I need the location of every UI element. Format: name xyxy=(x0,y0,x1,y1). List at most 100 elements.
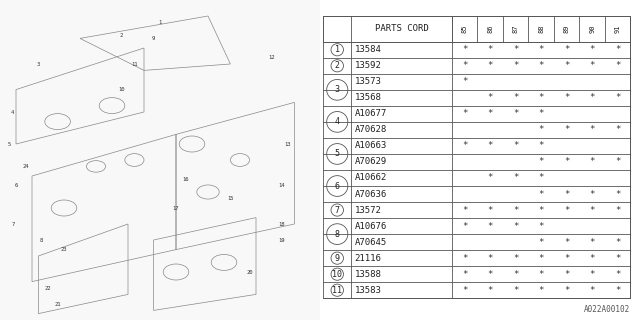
Text: *: * xyxy=(513,141,518,150)
Text: 5: 5 xyxy=(8,141,12,147)
Text: *: * xyxy=(538,61,544,70)
Text: *: * xyxy=(615,157,620,166)
Text: *: * xyxy=(538,286,544,295)
Text: *: * xyxy=(487,45,493,54)
Text: *: * xyxy=(538,141,544,150)
Text: *: * xyxy=(513,93,518,102)
Text: *: * xyxy=(564,61,570,70)
Text: 11: 11 xyxy=(131,61,138,67)
Text: *: * xyxy=(462,286,467,295)
Text: *: * xyxy=(487,254,493,263)
Text: 21: 21 xyxy=(54,301,61,307)
Text: *: * xyxy=(462,109,467,118)
Text: 7: 7 xyxy=(335,205,340,215)
Text: 85: 85 xyxy=(461,24,467,33)
Text: 17: 17 xyxy=(173,205,179,211)
Text: PARTS CORD: PARTS CORD xyxy=(374,24,428,33)
Text: 15: 15 xyxy=(227,196,234,201)
Text: A70645: A70645 xyxy=(355,238,387,247)
Text: *: * xyxy=(487,173,493,182)
Text: 13573: 13573 xyxy=(355,77,381,86)
Text: *: * xyxy=(513,45,518,54)
Text: *: * xyxy=(513,221,518,231)
Text: 88: 88 xyxy=(538,24,544,33)
Text: *: * xyxy=(589,254,595,263)
Text: 90: 90 xyxy=(589,24,595,33)
Text: *: * xyxy=(615,125,620,134)
Text: *: * xyxy=(589,189,595,198)
Text: 6: 6 xyxy=(14,183,18,188)
Text: 11: 11 xyxy=(332,286,342,295)
Text: 91: 91 xyxy=(614,24,621,33)
Text: A70636: A70636 xyxy=(355,189,387,198)
Text: A10677: A10677 xyxy=(355,109,387,118)
Text: *: * xyxy=(615,286,620,295)
Text: *: * xyxy=(615,61,620,70)
Text: *: * xyxy=(564,93,570,102)
Text: *: * xyxy=(615,205,620,215)
Text: 13584: 13584 xyxy=(355,45,381,54)
Text: *: * xyxy=(462,270,467,279)
Text: 21116: 21116 xyxy=(355,254,381,263)
Text: 6: 6 xyxy=(335,181,340,190)
Text: 1: 1 xyxy=(335,45,340,54)
Text: 22: 22 xyxy=(45,285,51,291)
Text: 13592: 13592 xyxy=(355,61,381,70)
Text: *: * xyxy=(538,173,544,182)
Text: *: * xyxy=(487,141,493,150)
Text: A70629: A70629 xyxy=(355,157,387,166)
Text: *: * xyxy=(564,254,570,263)
Bar xyxy=(323,16,630,42)
Text: *: * xyxy=(462,141,467,150)
Text: *: * xyxy=(589,93,595,102)
Text: *: * xyxy=(615,93,620,102)
Text: *: * xyxy=(564,189,570,198)
Text: 3: 3 xyxy=(335,85,340,94)
Text: 87: 87 xyxy=(513,24,518,33)
Text: *: * xyxy=(538,221,544,231)
Text: *: * xyxy=(615,270,620,279)
Text: *: * xyxy=(487,93,493,102)
Text: *: * xyxy=(462,45,467,54)
Text: 9: 9 xyxy=(335,254,340,263)
Text: *: * xyxy=(462,77,467,86)
Text: A10676: A10676 xyxy=(355,221,387,231)
Text: A022A00102: A022A00102 xyxy=(584,305,630,314)
Text: *: * xyxy=(564,45,570,54)
Text: *: * xyxy=(462,205,467,215)
Text: 16: 16 xyxy=(182,177,189,182)
Text: *: * xyxy=(513,205,518,215)
Text: *: * xyxy=(487,270,493,279)
Text: 14: 14 xyxy=(278,183,285,188)
Text: *: * xyxy=(538,109,544,118)
Text: 13572: 13572 xyxy=(355,205,381,215)
Text: *: * xyxy=(462,61,467,70)
Text: *: * xyxy=(513,173,518,182)
Text: 13568: 13568 xyxy=(355,93,381,102)
Text: *: * xyxy=(589,238,595,247)
Text: *: * xyxy=(564,157,570,166)
Text: 10: 10 xyxy=(118,87,125,92)
Text: 8: 8 xyxy=(335,230,340,239)
Text: *: * xyxy=(564,270,570,279)
Text: *: * xyxy=(564,205,570,215)
Text: *: * xyxy=(564,238,570,247)
Text: *: * xyxy=(538,157,544,166)
Text: 7: 7 xyxy=(11,221,15,227)
Text: 23: 23 xyxy=(61,247,67,252)
Text: A70628: A70628 xyxy=(355,125,387,134)
Text: *: * xyxy=(589,45,595,54)
Text: *: * xyxy=(564,286,570,295)
Text: *: * xyxy=(615,45,620,54)
Text: 4: 4 xyxy=(335,117,340,126)
Text: *: * xyxy=(487,61,493,70)
Text: *: * xyxy=(513,61,518,70)
Text: *: * xyxy=(615,238,620,247)
Text: *: * xyxy=(462,254,467,263)
Text: *: * xyxy=(538,254,544,263)
Text: *: * xyxy=(589,125,595,134)
Text: 10: 10 xyxy=(332,270,342,279)
Text: *: * xyxy=(487,109,493,118)
Text: 13: 13 xyxy=(285,141,291,147)
Text: 2: 2 xyxy=(120,33,124,38)
